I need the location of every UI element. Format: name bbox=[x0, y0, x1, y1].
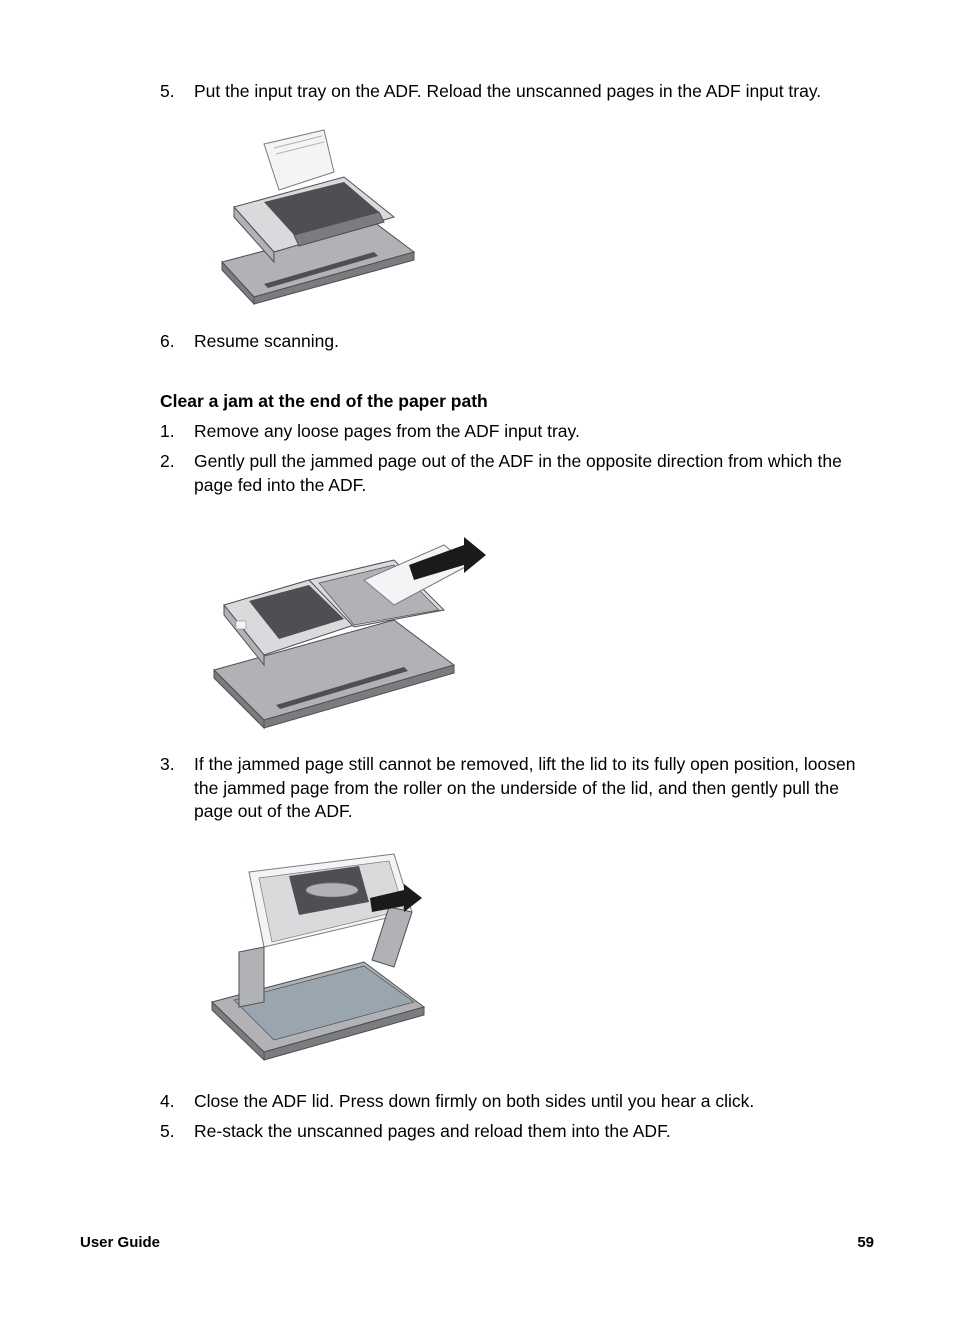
list-text: Re-stack the unscanned pages and reload … bbox=[194, 1120, 874, 1144]
list-text: Resume scanning. bbox=[194, 330, 874, 354]
footer-page-number: 59 bbox=[857, 1234, 874, 1251]
list-item: 1. Remove any loose pages from the ADF i… bbox=[160, 420, 874, 444]
list-number: 3. bbox=[160, 753, 194, 777]
page-footer: User Guide 59 bbox=[80, 1234, 874, 1251]
list-item: 5. Put the input tray on the ADF. Reload… bbox=[160, 80, 874, 104]
figure-lid-open bbox=[194, 842, 874, 1072]
list-number: 5. bbox=[160, 1120, 194, 1144]
list-text: Remove any loose pages from the ADF inpu… bbox=[194, 420, 874, 444]
list-text: Put the input tray on the ADF. Reload th… bbox=[194, 80, 874, 104]
list-number: 6. bbox=[160, 330, 194, 354]
section-heading: Clear a jam at the end of the paper path bbox=[160, 391, 874, 412]
list-item: 2. Gently pull the jammed page out of th… bbox=[160, 450, 874, 497]
list-number: 4. bbox=[160, 1090, 194, 1114]
list-number: 5. bbox=[160, 80, 194, 104]
list-number: 2. bbox=[160, 450, 194, 474]
footer-title: User Guide bbox=[80, 1234, 160, 1251]
list-item: 5. Re-stack the unscanned pages and relo… bbox=[160, 1120, 874, 1144]
list-item: 6. Resume scanning. bbox=[160, 330, 874, 354]
list-text: If the jammed page still cannot be remov… bbox=[194, 753, 874, 824]
list-text: Close the ADF lid. Press down firmly on … bbox=[194, 1090, 874, 1114]
figure-scanner-closed bbox=[194, 122, 874, 312]
list-number: 1. bbox=[160, 420, 194, 444]
list-item: 4. Close the ADF lid. Press down firmly … bbox=[160, 1090, 874, 1114]
list-item: 3. If the jammed page still cannot be re… bbox=[160, 753, 874, 824]
list-text: Gently pull the jammed page out of the A… bbox=[194, 450, 874, 497]
figure-pull-page bbox=[194, 515, 874, 735]
